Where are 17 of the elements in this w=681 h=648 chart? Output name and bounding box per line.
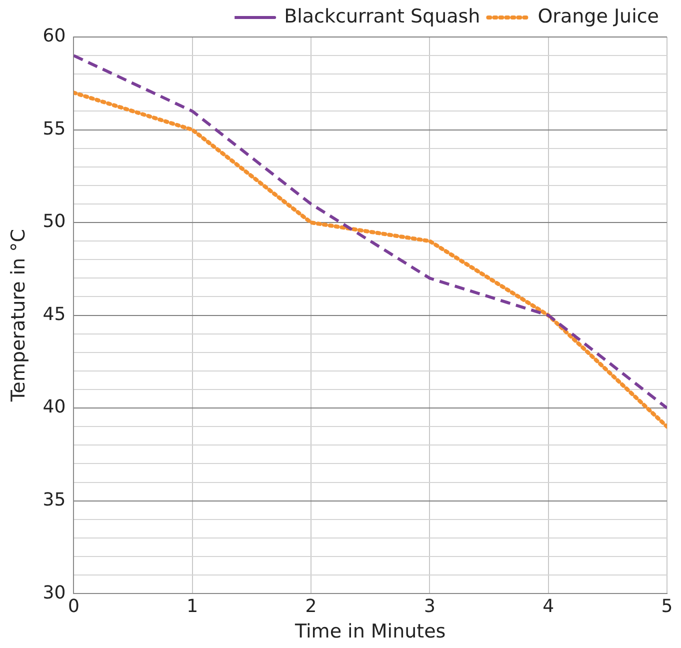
x-tick-label: 2 [305, 596, 317, 618]
legend-label: Blackcurrant Squash [284, 5, 480, 28]
x-axis-title: Time in Minutes [294, 620, 446, 643]
y-axis-title: Temperature in °C [7, 229, 30, 403]
legend-label: Orange Juice [538, 5, 660, 28]
x-tick-label: 1 [186, 596, 198, 618]
y-tick-label: 60 [42, 26, 66, 47]
y-tick-label: 30 [42, 582, 66, 604]
y-tick-label: 50 [42, 211, 66, 232]
y-tick-label: 35 [42, 490, 66, 511]
x-tick-label: 3 [424, 596, 436, 618]
y-tick-label: 40 [42, 396, 66, 418]
y-tick-label: 45 [42, 304, 66, 325]
x-tick-label: 5 [661, 596, 673, 618]
x-tick-label: 4 [542, 596, 554, 618]
x-tick-label: 0 [68, 596, 80, 618]
y-tick-label: 55 [42, 118, 66, 140]
